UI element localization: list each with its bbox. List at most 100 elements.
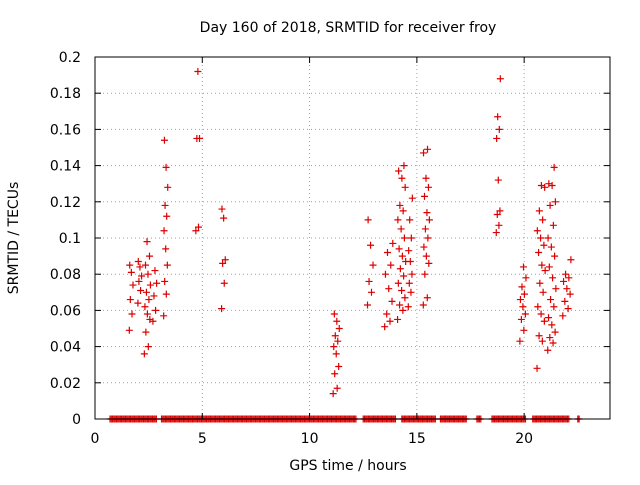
data-point — [536, 279, 544, 287]
data-point — [544, 346, 552, 354]
data-point — [160, 227, 168, 235]
data-point — [423, 294, 431, 302]
data-point — [365, 277, 373, 285]
data-point — [152, 306, 160, 314]
data-point — [141, 303, 149, 311]
data-point — [134, 299, 142, 307]
data-point — [545, 180, 553, 188]
data-point — [335, 363, 343, 371]
data-point — [369, 261, 377, 269]
data-point — [219, 259, 227, 267]
data-point — [548, 321, 556, 329]
data-point — [394, 216, 402, 224]
data-point — [533, 364, 541, 372]
data-point — [386, 317, 394, 325]
data-point — [136, 263, 144, 271]
y-tick-label: 0.08 — [50, 267, 81, 283]
data-point — [537, 234, 545, 242]
data-point — [220, 214, 228, 222]
data-point — [561, 297, 569, 305]
y-tick-label: 0 — [72, 412, 81, 428]
data-point — [162, 163, 170, 171]
data-point — [151, 267, 159, 275]
x-tick-label: 20 — [515, 431, 533, 447]
data-point — [398, 252, 406, 260]
data-point — [551, 252, 559, 260]
data-point — [333, 317, 341, 325]
data-point — [142, 328, 150, 336]
x-axis-label: GPS time / hours — [289, 458, 406, 474]
data-point — [127, 268, 135, 276]
data-point — [546, 201, 554, 209]
data-point — [332, 350, 340, 358]
data-point — [162, 290, 170, 298]
data-point — [140, 350, 148, 358]
y-tick-label: 0.18 — [50, 86, 81, 102]
data-point — [563, 285, 571, 293]
data-point — [395, 167, 403, 175]
chart-title: Day 160 of 2018, SRMTID for receiver fro… — [200, 20, 497, 36]
data-point — [396, 301, 404, 309]
data-point — [221, 256, 229, 264]
data-point — [146, 281, 154, 289]
data-point — [408, 270, 416, 278]
data-point — [137, 286, 145, 294]
data-point — [335, 325, 343, 332]
data-point — [545, 314, 553, 322]
data-point — [163, 212, 171, 220]
data-point — [520, 326, 528, 334]
data-point — [161, 201, 169, 209]
data-point — [550, 163, 558, 171]
grid-lines — [95, 57, 610, 419]
data-point — [218, 205, 226, 213]
data-point — [538, 261, 546, 269]
data-point — [401, 294, 409, 302]
y-tick-label: 0.16 — [50, 122, 81, 138]
data-point — [145, 296, 153, 304]
data-point — [142, 261, 150, 269]
data-point — [539, 288, 547, 296]
data-point — [331, 370, 339, 378]
data-point — [544, 234, 552, 242]
data-point — [218, 305, 226, 313]
data-point — [333, 384, 341, 392]
data-point — [565, 274, 573, 282]
data-point — [421, 225, 429, 233]
data-point — [522, 274, 530, 282]
data-point — [405, 247, 413, 255]
data-point — [145, 252, 153, 260]
data-point — [153, 279, 161, 287]
data-point — [387, 261, 395, 269]
data-point — [535, 248, 543, 256]
data-point — [516, 337, 524, 345]
data-point — [128, 310, 136, 318]
data-point — [388, 297, 396, 305]
data-point — [540, 317, 548, 325]
data-point — [385, 285, 393, 293]
data-point — [398, 286, 406, 294]
data-point — [549, 221, 557, 229]
data-point — [394, 279, 402, 287]
data-point — [521, 310, 529, 318]
data-point — [364, 301, 372, 309]
data-point — [135, 277, 143, 285]
data-point — [493, 210, 501, 218]
y-tick-label: 0.1 — [59, 231, 81, 247]
data-point — [367, 241, 375, 249]
data-point — [126, 296, 134, 304]
data-point — [404, 303, 412, 311]
data-point — [550, 303, 558, 311]
data-point — [396, 265, 404, 273]
data-point — [160, 312, 168, 320]
data-point — [331, 332, 339, 340]
data-point — [493, 134, 501, 142]
y-tick-label: 0.12 — [50, 195, 81, 211]
data-point — [364, 216, 372, 224]
data-point — [547, 296, 555, 304]
data-point — [330, 343, 338, 351]
data-point — [383, 248, 391, 256]
data-point — [564, 305, 572, 313]
data-point — [195, 223, 203, 231]
data-point — [406, 258, 414, 266]
data-point — [540, 241, 548, 249]
